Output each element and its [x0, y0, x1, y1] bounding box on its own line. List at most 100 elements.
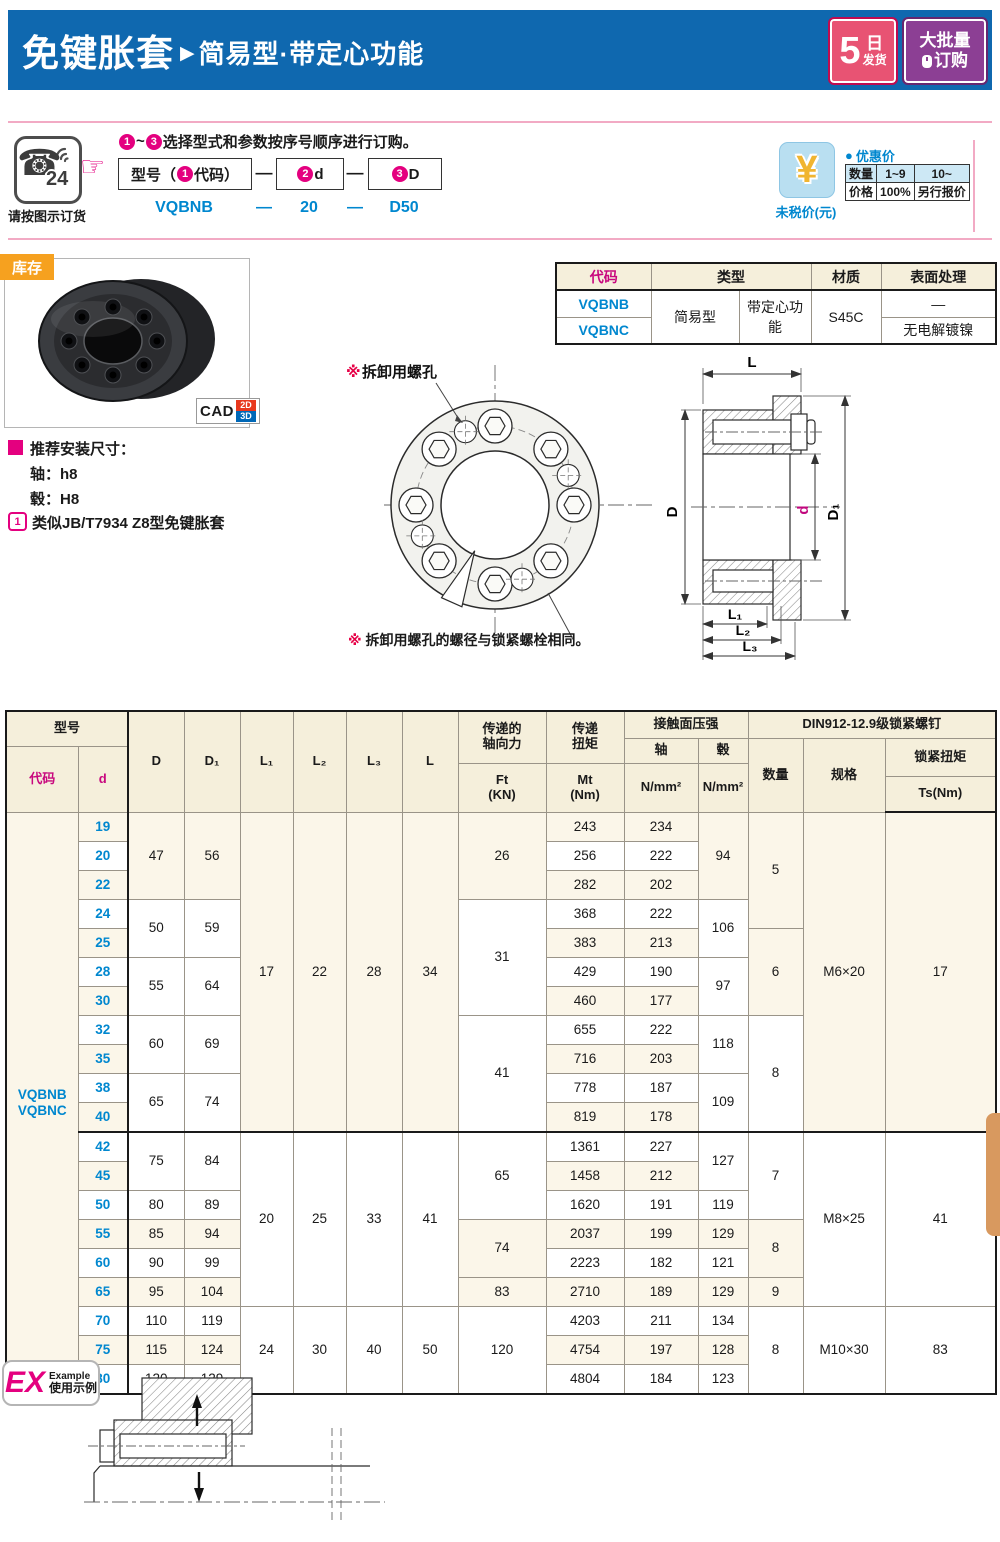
table-cell: 182: [623, 1247, 699, 1278]
type-table-body: VQBNB 简易型 带定心功能 S45C — VQBNC 无电解镀镍: [555, 289, 997, 345]
table-cell: 2037: [545, 1218, 625, 1249]
price-qty-header: 数量: [844, 164, 878, 183]
table-cell: 40: [77, 1101, 130, 1132]
discount-price-text: 优惠价: [855, 149, 895, 164]
note-text: 拆卸用螺孔的螺径与锁紧螺栓相同。: [361, 632, 590, 648]
part-number-box-model: 型号（ 1 代码）: [118, 158, 252, 190]
table-cell: 17: [884, 811, 997, 1132]
box3-text: D: [408, 165, 420, 183]
step2-circle-icon: 2: [297, 166, 314, 182]
front-view-drawing: ※ 拆卸用螺孔: [346, 363, 654, 647]
blue-dot-icon: ●: [845, 148, 853, 163]
table-cell: 129: [697, 1276, 749, 1307]
table-cell: 1620: [545, 1189, 625, 1220]
table-cell: 84: [183, 1130, 241, 1191]
table-cell: 31: [457, 898, 547, 1016]
header-screw: DIN912-12.9级锁紧螺钉: [747, 710, 997, 739]
ordering-section: [8, 121, 992, 240]
cad-badge[interactable]: CAD 2D 3D: [196, 398, 260, 424]
table-cell: 104: [183, 1276, 241, 1307]
table-cell: 26: [457, 811, 547, 900]
price-table-body: 数量 1~9 10~ 价格 100% 另行报价: [844, 164, 970, 201]
table-cell: 50: [77, 1189, 130, 1220]
mouse-icon: [922, 54, 932, 68]
table-cell: 211: [623, 1305, 699, 1336]
table-cell: 191: [623, 1189, 699, 1220]
table-cell: 243: [545, 811, 625, 842]
table-cell: 121: [697, 1247, 749, 1278]
table-cell: 109: [697, 1072, 749, 1132]
table-cell: 5: [747, 811, 804, 929]
table-cell: 35: [77, 1043, 130, 1074]
table-cell: 4203: [545, 1305, 625, 1336]
table-cell: 106: [697, 898, 749, 958]
table-cell: 227: [623, 1130, 699, 1162]
dash-separator: —: [255, 163, 273, 182]
box1-suffix: 代码）: [194, 166, 240, 184]
table-cell: 128: [697, 1334, 749, 1365]
example-D-value: D50: [389, 199, 419, 216]
table-cell: 8: [747, 1218, 804, 1278]
table-cell: Mt (Nm): [545, 762, 625, 813]
type-code-vqbnb: VQBNB: [555, 289, 652, 318]
example-part-code: VQBNB: [155, 199, 213, 216]
cad-2d-label: 2D: [236, 400, 256, 411]
table-cell: 10~: [913, 164, 970, 183]
header-axial-force: 传递的 轴向力: [457, 710, 547, 764]
table-cell: 119: [183, 1305, 241, 1336]
price-table: 数量 1~9 10~ 价格 100% 另行报价: [844, 164, 970, 201]
table-cell: M6×20: [802, 811, 886, 1132]
table-cell: 74: [457, 1218, 547, 1278]
table-cell: 24: [77, 898, 130, 929]
table-cell: 778: [545, 1072, 625, 1103]
table-cell: 89: [183, 1189, 241, 1220]
table-cell: 199: [623, 1218, 699, 1249]
header-contact-pressure: 接触面压强: [623, 710, 749, 739]
type-col-material: 材质: [810, 262, 882, 291]
tilde: ~: [136, 133, 145, 150]
magenta-bullet-icon: [8, 440, 23, 455]
phone-order-icon: [14, 136, 82, 204]
header-model: 型号: [5, 710, 130, 747]
table-cell: D₁: [183, 710, 241, 813]
table-cell: 22: [77, 869, 130, 900]
table-cell: 83: [457, 1276, 547, 1307]
table-cell: 60: [127, 1014, 185, 1074]
dimension-table-head: 型号 D D₁ L₁ L₂ L₃ L 传递的 轴向力 传递 扭矩 接触面压强 DIN912-12.9…: [5, 710, 997, 813]
step1-circle-icon: 1: [119, 133, 135, 150]
example-dash: —: [256, 199, 272, 216]
table-cell: 655: [545, 1014, 625, 1045]
phone-24-label: 24: [46, 168, 69, 190]
dimension-table: 型号 D D₁ L₁ L₂ L₃ L 传递的 轴向力 传递 扭矩 接触面压强 DIN912-12.9…: [5, 710, 998, 1395]
note-1-icon: 1: [8, 512, 27, 531]
table-cell: 55: [77, 1218, 130, 1249]
example-en-label: Example: [49, 1370, 91, 1382]
table-cell: 80: [127, 1189, 185, 1220]
table-cell: 368: [545, 898, 625, 929]
model-codes: VQBNB VQBNC: [5, 811, 79, 1394]
dim-L2: L₂: [736, 622, 751, 638]
instruction-text: 选择型式和参数按序号顺序进行订购。: [162, 134, 418, 151]
page-edge-tab[interactable]: [986, 1113, 1000, 1236]
price-label: 价格: [844, 182, 878, 201]
table-cell: 429: [545, 956, 625, 987]
table-cell: L₂: [292, 710, 347, 813]
dim-L3: L₃: [742, 638, 757, 654]
table-cell: 59: [183, 898, 241, 958]
table-cell: 124: [183, 1334, 241, 1365]
table-cell: 毂: [697, 737, 749, 764]
table-cell: 8: [747, 1305, 804, 1394]
table-cell: 4754: [545, 1334, 625, 1365]
table-cell: 轴: [623, 737, 699, 764]
part-number-box-D: 3 D: [368, 158, 442, 190]
table-cell: 另行报价: [913, 182, 970, 201]
yen-icon: ¥: [779, 142, 835, 198]
dim-d: d: [795, 505, 812, 514]
ordering-instruction: 1 ~ 3 选择型式和参数按序号顺序进行订购。: [118, 131, 418, 152]
table-cell: L₃: [345, 710, 403, 813]
table-cell: 213: [623, 927, 699, 958]
dim-L: L: [747, 354, 756, 371]
table-cell: 129: [697, 1218, 749, 1249]
table-cell: 无电解镀镍: [880, 316, 997, 345]
usage-example-drawing: [84, 1377, 385, 1524]
